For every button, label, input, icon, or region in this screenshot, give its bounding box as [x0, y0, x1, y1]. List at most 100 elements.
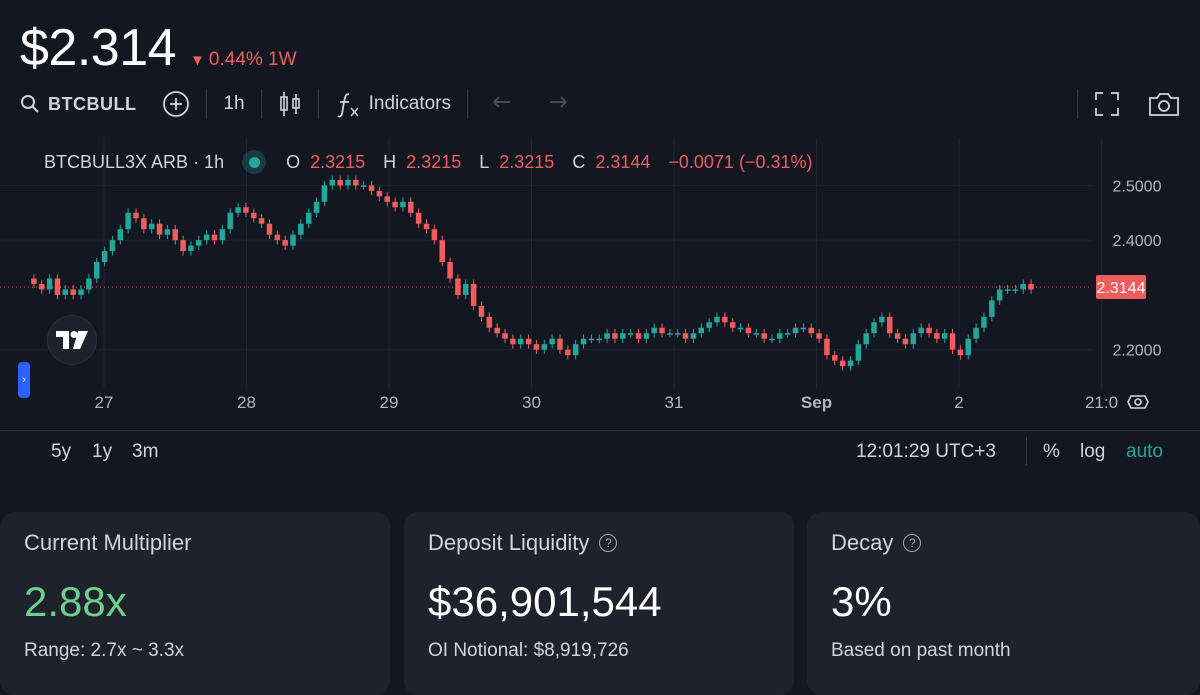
candle [533, 344, 540, 350]
candle [408, 201, 414, 213]
undo-button[interactable] [490, 94, 514, 114]
range-1y-button[interactable]: 1y [92, 441, 113, 462]
candle [258, 218, 265, 224]
tradingview-logo[interactable] [47, 315, 97, 365]
sidebar-toggle-button[interactable]: › [18, 362, 30, 398]
candle [855, 344, 862, 361]
candle [86, 278, 92, 290]
chart-type-button[interactable] [278, 90, 302, 118]
camera-icon [1149, 93, 1179, 116]
candle [816, 333, 822, 339]
chevron-right-icon: › [22, 374, 26, 386]
candle [203, 234, 210, 241]
plus-circle-icon [163, 91, 190, 117]
multiplier-range: Range: 2.7x ~ 3.3x [24, 640, 185, 661]
y-axis-label: 2.5000 [1113, 178, 1162, 195]
candle [133, 212, 139, 219]
timezone-clock[interactable]: 12:01:29 UTC+3 [856, 441, 996, 462]
range-5y-button[interactable]: 5y [51, 441, 72, 462]
log-scale-toggle[interactable]: log [1080, 441, 1106, 462]
indicators-button[interactable]: Indicators [335, 90, 451, 118]
candle [753, 333, 760, 335]
candle [871, 322, 877, 334]
candle [643, 333, 650, 339]
candle [541, 344, 548, 350]
range-bar-divider [1026, 437, 1027, 465]
toolbar-divider [467, 89, 468, 119]
candle [808, 327, 814, 334]
candle [580, 338, 587, 345]
candle [627, 333, 634, 335]
price-chart[interactable]: BTCBULL3X ARB · 1h O 2.3215 H 2.3215 L 2.32… [0, 138, 1200, 428]
candle [996, 289, 1003, 301]
x-axis-label: 30 [522, 393, 541, 412]
candles-icon [279, 92, 300, 116]
redo-icon [550, 96, 567, 108]
candle [486, 316, 493, 328]
last-price-label: 2.3144 [1097, 280, 1146, 297]
candle [353, 179, 359, 186]
candle [635, 333, 642, 339]
candle [918, 327, 924, 334]
redo-button[interactable] [546, 94, 570, 114]
candle [690, 333, 697, 339]
screenshot-button[interactable] [1148, 91, 1180, 117]
candle [620, 333, 626, 339]
compare-symbol-button[interactable] [162, 90, 190, 118]
candle [824, 338, 830, 356]
candle [572, 344, 579, 356]
y-axis-label: 2.2000 [1113, 343, 1162, 360]
candle [698, 327, 705, 334]
x-axis-label: Sep [801, 393, 832, 412]
candle [235, 207, 241, 213]
candle [455, 278, 461, 295]
candle [423, 223, 430, 230]
percent-scale-toggle[interactable]: % [1043, 441, 1060, 462]
x-axis-label: 28 [237, 393, 256, 412]
liquidity-title: Deposit Liquidity ? [428, 530, 770, 556]
candle [549, 338, 555, 345]
help-icon[interactable]: ? [903, 534, 922, 552]
candle [769, 338, 775, 341]
tradingview-logo-icon [56, 331, 88, 349]
candle [62, 289, 69, 295]
candle [148, 223, 155, 230]
candle [1004, 289, 1011, 291]
candle [612, 333, 618, 339]
down-arrow-icon: ▼ [190, 52, 205, 69]
range-3m-button[interactable]: 3m [132, 441, 159, 462]
candle [345, 179, 351, 186]
candle [510, 338, 516, 345]
candle [46, 278, 53, 290]
candle [989, 300, 995, 317]
candle [101, 251, 108, 263]
candle [800, 327, 807, 330]
decay-card: Decay ? 3% Based on past month [807, 512, 1200, 695]
market-status-icon [242, 150, 267, 174]
candle [125, 212, 131, 230]
last-price-badge [1096, 275, 1146, 300]
toolbar-divider [260, 89, 262, 119]
fullscreen-icon [1095, 92, 1119, 116]
interval-button[interactable]: 1h [223, 93, 244, 115]
candle [973, 327, 979, 339]
candle [667, 333, 673, 335]
candle [196, 240, 202, 246]
multiplier-value: 2.88x [24, 578, 127, 625]
candle [39, 283, 45, 290]
candle [384, 196, 390, 202]
symbol-search-button[interactable]: BTCBULL [20, 94, 136, 115]
undo-icon [493, 96, 510, 108]
x-axis-label: 31 [665, 393, 684, 412]
decay-value: 3% [831, 578, 892, 625]
auto-scale-toggle[interactable]: auto [1126, 441, 1163, 462]
candle [792, 327, 799, 334]
help-icon[interactable]: ? [599, 534, 618, 552]
candle [934, 333, 940, 339]
candle [517, 338, 524, 345]
fullscreen-button[interactable] [1094, 91, 1120, 117]
settings-gear-icon[interactable] [1127, 395, 1149, 409]
candle [298, 223, 304, 235]
indicators-label: Indicators [368, 93, 451, 114]
chart-canvas[interactable]: 2.5000 2.4000 2.2000 2.3144 27 28 29 30 31 Sep 2 21… [0, 138, 1200, 428]
